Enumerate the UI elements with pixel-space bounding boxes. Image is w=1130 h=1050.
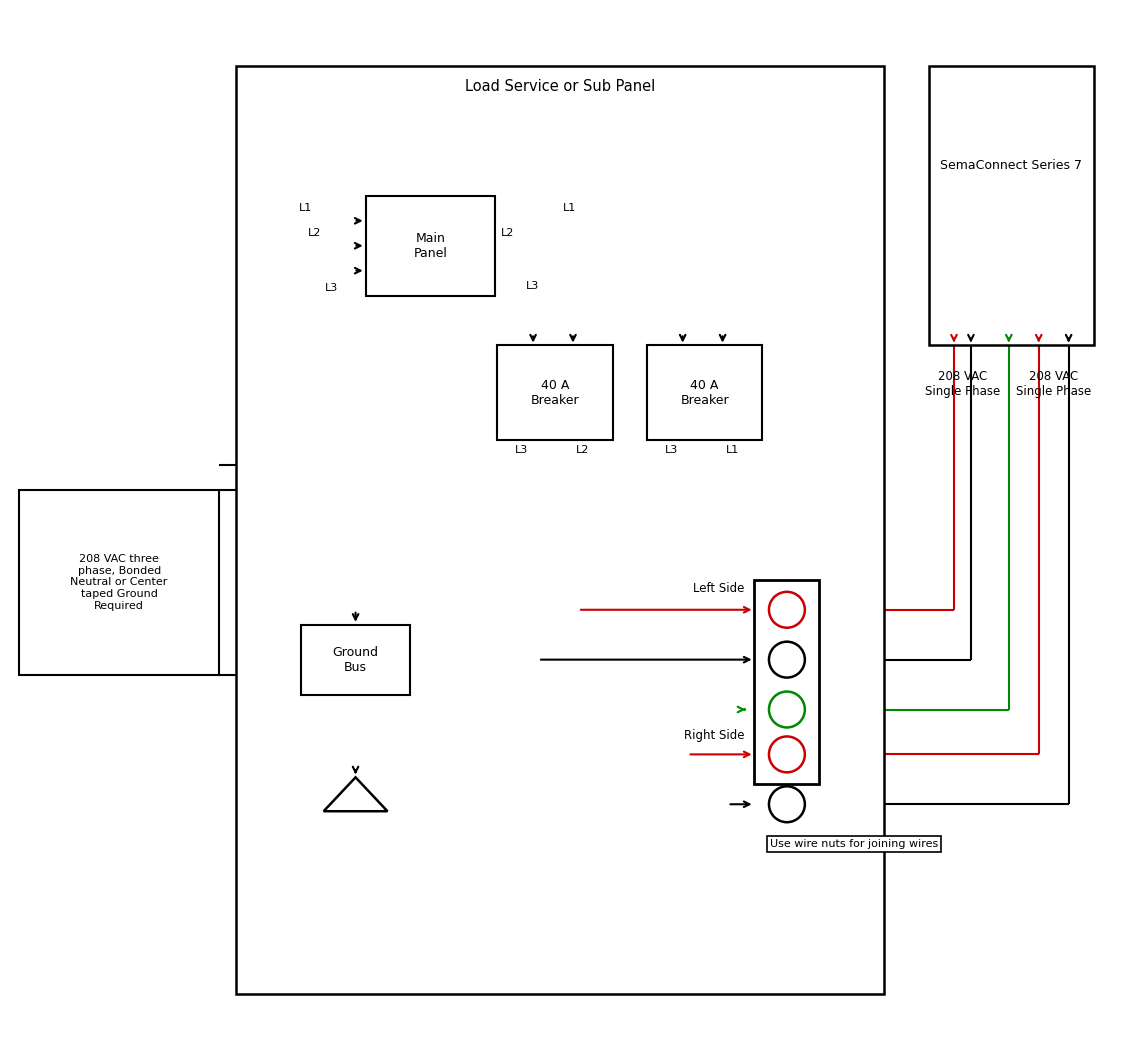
Circle shape bbox=[768, 692, 805, 728]
Bar bbox=[236, 66, 884, 993]
Text: L2: L2 bbox=[307, 228, 321, 237]
Text: SemaConnect Series 7: SemaConnect Series 7 bbox=[940, 160, 1083, 172]
Circle shape bbox=[768, 642, 805, 677]
Bar bbox=[301, 625, 410, 694]
Text: L3: L3 bbox=[515, 445, 528, 456]
Text: L3: L3 bbox=[325, 282, 338, 293]
Text: L1: L1 bbox=[564, 203, 576, 213]
Bar bbox=[19, 490, 219, 674]
Text: 40 A
Breaker: 40 A Breaker bbox=[531, 379, 580, 406]
Text: 208 VAC
Single Phase: 208 VAC Single Phase bbox=[1016, 371, 1092, 398]
Bar bbox=[929, 66, 1094, 345]
Text: Load Service or Sub Panel: Load Service or Sub Panel bbox=[464, 79, 655, 93]
Bar bbox=[646, 345, 763, 440]
Bar bbox=[365, 196, 495, 296]
Text: L3: L3 bbox=[525, 280, 539, 291]
Text: L2: L2 bbox=[501, 228, 514, 237]
Bar bbox=[497, 345, 612, 440]
Text: Main
Panel: Main Panel bbox=[414, 232, 447, 259]
Text: L1: L1 bbox=[299, 203, 312, 213]
Circle shape bbox=[768, 592, 805, 628]
Text: Use wire nuts for joining wires: Use wire nuts for joining wires bbox=[771, 839, 938, 849]
Bar bbox=[755, 580, 819, 784]
Circle shape bbox=[768, 786, 805, 822]
Text: Left Side: Left Side bbox=[693, 582, 745, 594]
Text: L3: L3 bbox=[664, 445, 678, 456]
Text: 40 A
Breaker: 40 A Breaker bbox=[680, 379, 729, 406]
Text: 208 VAC three
phase, Bonded
Neutral or Center
taped Ground
Required: 208 VAC three phase, Bonded Neutral or C… bbox=[70, 554, 168, 610]
Text: Right Side: Right Side bbox=[684, 730, 745, 742]
Text: L2: L2 bbox=[576, 445, 590, 456]
Text: 208 VAC
Single Phase: 208 VAC Single Phase bbox=[924, 371, 1000, 398]
Circle shape bbox=[768, 736, 805, 773]
Text: Ground
Bus: Ground Bus bbox=[332, 646, 379, 674]
Text: L1: L1 bbox=[725, 445, 739, 456]
